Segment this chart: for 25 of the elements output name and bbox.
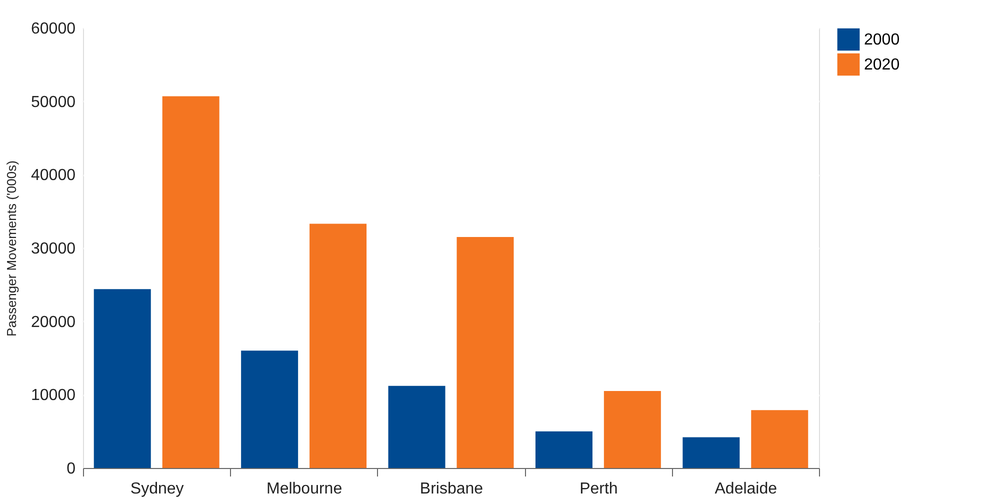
bar — [682, 437, 740, 468]
x-tick-label: Melbourne — [266, 480, 342, 498]
legend-label: 2020 — [864, 56, 900, 74]
y-tick-label: 60000 — [31, 20, 76, 38]
bar — [388, 386, 446, 468]
legend-label: 2000 — [864, 32, 900, 48]
bar — [94, 289, 151, 468]
bar — [310, 224, 367, 468]
x-tick-label: Perth — [580, 480, 618, 498]
y-tick-label: 20000 — [31, 314, 76, 331]
bar — [535, 431, 592, 468]
y-tick-label: 40000 — [31, 167, 76, 184]
x-tick-label: Brisbane — [420, 480, 484, 498]
y-axis-title: Passenger Movements ('000s) — [4, 160, 20, 336]
bar — [162, 96, 220, 468]
bar — [456, 237, 514, 468]
bar — [241, 350, 298, 468]
bar — [751, 410, 808, 468]
bar — [604, 391, 661, 468]
x-tick-label: Adelaide — [714, 480, 778, 498]
y-tick-label: 50000 — [31, 94, 76, 111]
y-tick-label: 0 — [66, 460, 76, 478]
y-tick-label: 10000 — [31, 387, 76, 404]
x-tick-label: Sydney — [130, 480, 184, 498]
y-tick-label: 30000 — [31, 240, 76, 258]
